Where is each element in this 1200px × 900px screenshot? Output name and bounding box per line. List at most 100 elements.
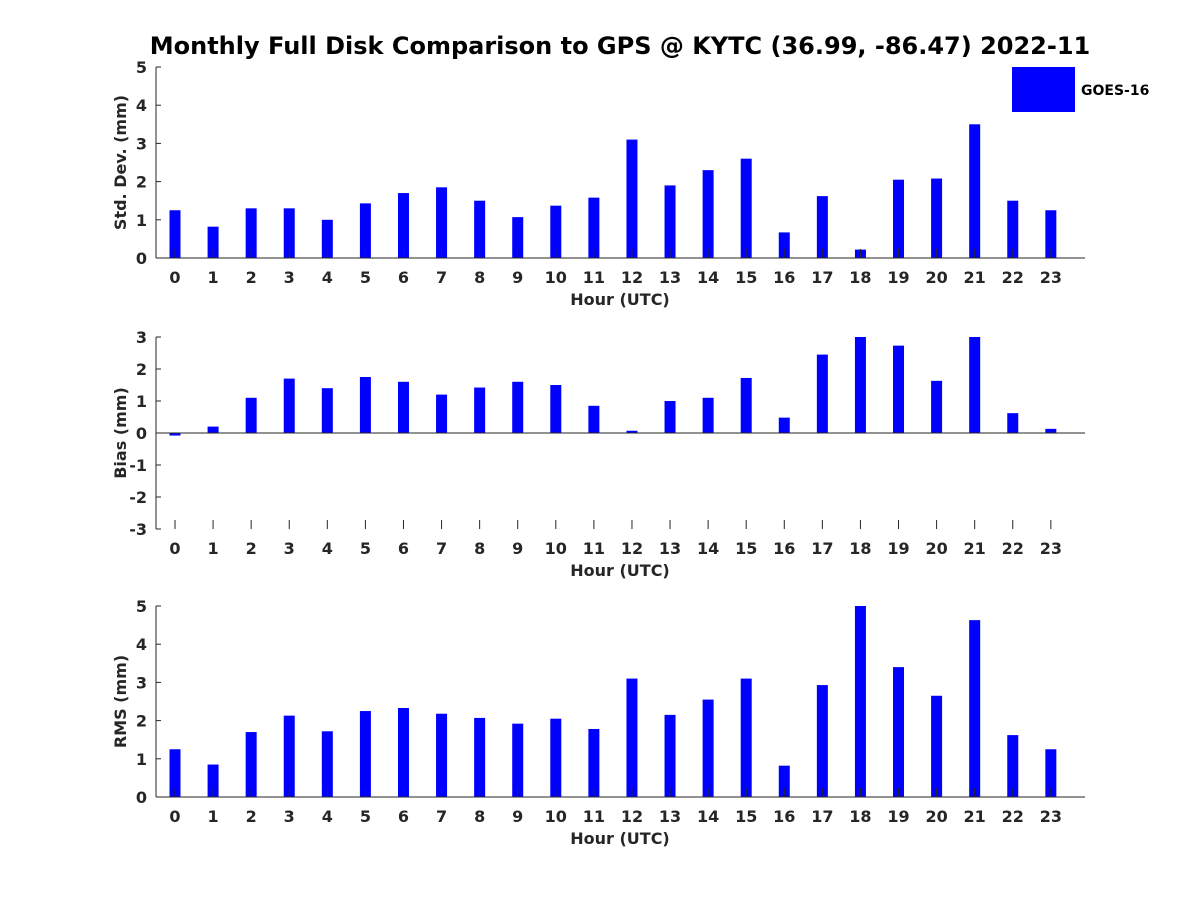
x-tick-label: 19 (887, 539, 909, 558)
bar-hour-14 (702, 397, 714, 433)
x-tick-label: 6 (398, 539, 409, 558)
x-tick-label: 10 (545, 807, 567, 826)
legend: GOES-16 (1012, 67, 1149, 112)
x-tick-label: 14 (697, 807, 719, 826)
bar-hour-23 (1045, 428, 1057, 433)
x-tick-label: 1 (208, 539, 219, 558)
bar-hour-23 (1045, 749, 1057, 797)
bar-hour-16 (778, 417, 790, 433)
x-tick-label: 13 (659, 539, 681, 558)
x-tick-label: 8 (474, 539, 485, 558)
x-tick-label: 16 (773, 807, 795, 826)
x-axis-label: Hour (UTC) (570, 561, 670, 580)
x-tick-label: 15 (735, 268, 757, 287)
bar-hour-1 (207, 426, 219, 433)
x-tick-label: 11 (583, 268, 605, 287)
y-axis-label: Bias (mm) (111, 387, 130, 479)
x-tick-label: 0 (169, 268, 180, 287)
bar-hour-7 (436, 394, 448, 433)
y-tick-label: 3 (136, 328, 147, 347)
x-tick-label: 21 (964, 268, 986, 287)
bar-hour-7 (436, 187, 448, 258)
x-tick-label: 15 (735, 807, 757, 826)
bar-hour-6 (397, 707, 409, 797)
x-tick-label: 0 (169, 539, 180, 558)
x-tick-label: 12 (621, 268, 643, 287)
y-tick-label: 5 (136, 58, 147, 77)
x-tick-label: 19 (887, 807, 909, 826)
bar-hour-8 (474, 387, 486, 433)
bar-hour-15 (740, 158, 752, 258)
x-tick-label: 10 (545, 268, 567, 287)
bar-hour-12 (626, 139, 638, 258)
bar-hour-19 (893, 345, 905, 433)
x-tick-label: 14 (697, 268, 719, 287)
x-tick-label: 5 (360, 268, 371, 287)
x-tick-label: 22 (1002, 539, 1024, 558)
bar-hour-14 (702, 170, 714, 258)
x-tick-label: 3 (284, 539, 295, 558)
bar-hour-2 (245, 397, 257, 433)
y-tick-label: 3 (136, 134, 147, 153)
x-tick-label: 6 (398, 807, 409, 826)
bar-hour-4 (321, 731, 333, 797)
y-tick-label: 0 (136, 424, 147, 443)
x-tick-label: 2 (246, 268, 257, 287)
y-tick-label: 1 (136, 392, 147, 411)
x-tick-label: 0 (169, 807, 180, 826)
y-tick-label: 1 (136, 211, 147, 230)
x-tick-label: 13 (659, 268, 681, 287)
x-tick-label: 4 (322, 539, 333, 558)
y-tick-label: -2 (129, 488, 147, 507)
x-tick-label: 18 (849, 807, 871, 826)
x-tick-label: 6 (398, 268, 409, 287)
y-axis-label: Std. Dev. (mm) (111, 95, 130, 230)
x-tick-label: 7 (436, 268, 447, 287)
x-tick-label: 5 (360, 807, 371, 826)
bar-hour-5 (359, 711, 371, 797)
bar-hour-5 (359, 377, 371, 433)
bar-hour-20 (931, 695, 943, 797)
bar-hour-0 (169, 433, 181, 436)
x-tick-label: 22 (1002, 807, 1024, 826)
x-tick-label: 14 (697, 539, 719, 558)
bar-hour-0 (169, 210, 181, 258)
x-tick-label: 21 (964, 807, 986, 826)
x-tick-label: 20 (925, 807, 947, 826)
y-tick-label: 0 (136, 788, 147, 807)
bar-hour-13 (664, 185, 676, 258)
y-tick-label: 3 (136, 673, 147, 692)
y-tick-label: 5 (136, 597, 147, 616)
bar-hour-18 (854, 337, 866, 433)
x-tick-label: 20 (925, 268, 947, 287)
x-tick-label: 11 (583, 539, 605, 558)
bar-hour-0 (169, 749, 181, 797)
bar-hour-2 (245, 732, 257, 797)
x-tick-label: 23 (1040, 268, 1062, 287)
x-tick-label: 19 (887, 268, 909, 287)
bar-hour-10 (550, 718, 562, 797)
x-tick-label: 12 (621, 807, 643, 826)
y-tick-label: 0 (136, 249, 147, 268)
x-tick-label: 4 (322, 268, 333, 287)
x-tick-label: 7 (436, 807, 447, 826)
legend-label: GOES-16 (1081, 83, 1149, 99)
bar-hour-15 (740, 678, 752, 797)
x-tick-label: 23 (1040, 807, 1062, 826)
y-tick-label: 1 (136, 750, 147, 769)
bar-hour-11 (588, 405, 600, 433)
x-tick-label: 1 (208, 807, 219, 826)
bar-hour-6 (397, 381, 409, 433)
x-tick-label: 15 (735, 539, 757, 558)
bar-hour-3 (283, 378, 295, 433)
bar-hour-17 (816, 196, 828, 258)
x-tick-label: 3 (284, 268, 295, 287)
x-tick-label: 5 (360, 539, 371, 558)
x-tick-label: 20 (925, 539, 947, 558)
bar-hour-17 (816, 685, 828, 797)
bar-hour-17 (816, 354, 828, 433)
bar-hour-9 (512, 217, 524, 258)
